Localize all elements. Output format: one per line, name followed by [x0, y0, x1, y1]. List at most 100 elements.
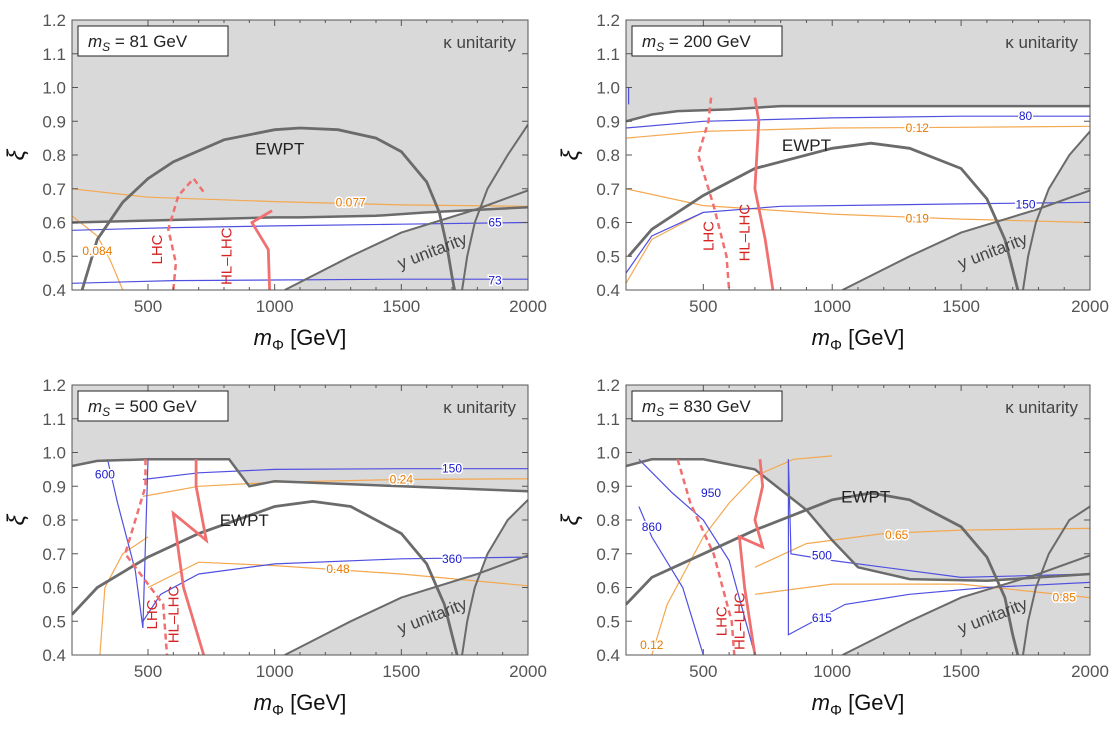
blue-contour-label: 65 — [488, 216, 502, 230]
y-unitarity-line — [284, 554, 528, 655]
x-tick-label: 1000 — [256, 662, 294, 681]
y-tick-label: 0.6 — [596, 579, 620, 598]
x-tick-label: 1000 — [813, 662, 851, 681]
kappa-unitarity-region — [72, 20, 528, 223]
right-boundary-line — [1022, 505, 1090, 655]
kappa-boundary-line — [72, 458, 528, 493]
blue-contour-label: 360 — [442, 552, 462, 566]
y-tick-label: 0.8 — [596, 511, 620, 530]
mass-tag: mS = 830 GeV — [642, 397, 751, 419]
y-axis-label: ξ — [557, 148, 584, 160]
lhc-label: LHC — [149, 234, 166, 264]
y-tick-label: 0.9 — [42, 112, 66, 131]
orange-contour-label: 0.85 — [1053, 591, 1077, 605]
kappa-boundary-line — [626, 104, 1090, 123]
y-tick-label: 0.5 — [42, 612, 66, 631]
ewpt-curve — [80, 126, 456, 290]
lhc-curve — [696, 97, 731, 290]
blue-contour-label: 500 — [812, 548, 832, 562]
y-tick-label: 0.6 — [42, 579, 66, 598]
ewpt-label: EWPT — [255, 139, 304, 158]
lhc-label: LHC — [144, 599, 161, 629]
y-unitarity-line — [842, 554, 1090, 655]
y-tick-label: 0.8 — [596, 146, 620, 165]
lhc-label: LHC — [701, 221, 718, 251]
x-tick-label: 2000 — [1071, 297, 1109, 316]
y-tick-label: 0.7 — [42, 180, 66, 199]
hl-lhc-label: HL–LHC — [737, 204, 754, 262]
x-tick-label: 2000 — [509, 297, 547, 316]
orange-contour-label: 0.084 — [82, 244, 112, 258]
y-tick-label: 1.0 — [596, 444, 620, 463]
kappa-unitarity-label: κ unitarity — [443, 33, 516, 52]
right-excluded-region — [1023, 131, 1090, 290]
y-tick-label: 0.7 — [596, 545, 620, 564]
orange-contour-0 — [754, 527, 1090, 568]
right-excluded-region — [1023, 506, 1090, 655]
y-tick-label: 1.1 — [596, 410, 620, 429]
blue-contour-0 — [72, 221, 528, 231]
kappa-boundary-line — [626, 458, 1090, 583]
right-boundary-line — [461, 124, 528, 290]
hl-lhc-curve — [737, 459, 765, 655]
right-boundary-line — [461, 499, 528, 655]
blue-contour-label: 80 — [1019, 109, 1033, 123]
mass-tag-box — [631, 390, 783, 422]
mass-tag-box — [631, 25, 783, 57]
y-tick-label: 0.4 — [42, 281, 66, 300]
blue-contour-label: 950 — [701, 486, 721, 500]
orange-contour-1 — [72, 215, 124, 290]
blue-contour-1 — [626, 201, 1090, 274]
kappa-unitarity-label: κ unitarity — [443, 398, 516, 417]
y-tick-label: 0.9 — [596, 477, 620, 496]
ewpt-label: EWPT — [782, 136, 831, 155]
blue-contour-0 — [142, 468, 528, 481]
hl-lhc-curve — [753, 97, 775, 290]
y-tick-label: 0.6 — [42, 214, 66, 233]
y-tick-label: 1.0 — [596, 79, 620, 98]
orange-contour-label: 0.077 — [336, 195, 366, 209]
x-tick-label: 500 — [134, 297, 162, 316]
x-tick-label: 500 — [689, 297, 717, 316]
blue-contour-1 — [638, 506, 704, 655]
y-tick-label: 0.9 — [42, 477, 66, 496]
y-tick-label: 1.1 — [42, 410, 66, 429]
y-tick-label: 0.5 — [596, 612, 620, 631]
x-tick-label: 1500 — [942, 297, 980, 316]
orange-contour-2 — [99, 536, 149, 655]
kappa-boundary-line — [72, 206, 528, 224]
y-tick-label: 0.8 — [42, 146, 66, 165]
ewpt-label: EWPT — [220, 511, 269, 530]
y-unitarity-line — [284, 189, 528, 290]
y-tick-label: 1.2 — [42, 11, 66, 30]
blue-contour-label: 860 — [642, 520, 662, 534]
x-tick-label: 2000 — [509, 662, 547, 681]
ewpt-curve — [72, 499, 459, 655]
lhc-curve — [167, 176, 205, 290]
blue-contour-label: 150 — [1016, 198, 1036, 212]
mass-tag: mS = 81 GeV — [88, 32, 188, 54]
y-tick-label: 0.8 — [42, 511, 66, 530]
kappa-unitarity-label: κ unitarity — [1005, 33, 1078, 52]
orange-contour-1 — [754, 583, 1090, 599]
y-tick-label: 1.1 — [596, 45, 620, 64]
x-axis-label: mΦ [GeV] — [254, 325, 347, 354]
y-tick-label: 1.2 — [42, 376, 66, 395]
blue-contour-2 — [106, 459, 149, 629]
y-unitarity-line — [842, 189, 1090, 290]
hl-lhc-label: HL–LHC — [165, 586, 182, 644]
orange-contour-label: 0.12 — [640, 638, 664, 652]
y-tick-label: 0.4 — [42, 646, 66, 665]
y-tick-label: 0.6 — [596, 214, 620, 233]
lhc-curve — [676, 458, 736, 655]
y-tick-label: 1.1 — [42, 45, 66, 64]
ewpt-label: EWPT — [841, 487, 890, 506]
lhc-label: LHC — [714, 606, 731, 636]
kappa-unitarity-label: κ unitarity — [1005, 398, 1078, 417]
mass-tag-box — [77, 25, 229, 57]
x-tick-label: 1500 — [942, 662, 980, 681]
